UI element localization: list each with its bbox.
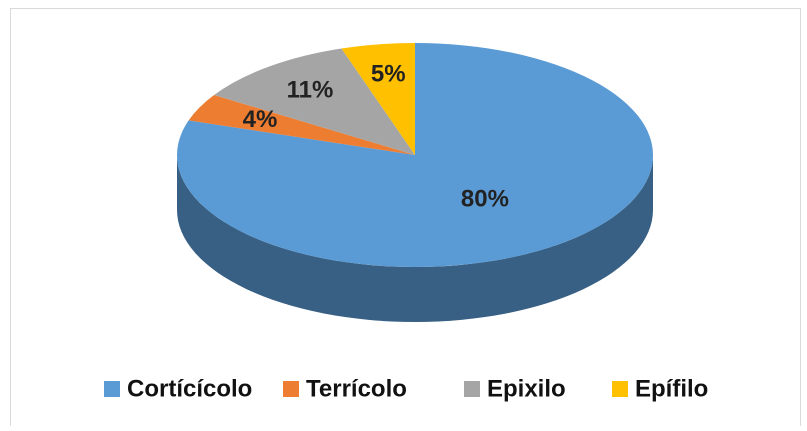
data-label: 4% — [243, 106, 278, 133]
data-label: 80% — [461, 186, 509, 213]
legend-swatch — [464, 381, 480, 397]
pie-slice — [214, 48, 415, 155]
pie-slice — [177, 43, 654, 267]
data-label: 11% — [287, 77, 334, 104]
pie-slice — [341, 43, 415, 155]
legend-swatch — [104, 381, 120, 397]
legend-label: Terrícolo — [306, 375, 407, 402]
legend-label: Cortícícolo — [127, 375, 252, 402]
data-label: 5% — [371, 61, 406, 88]
pie-slice — [188, 94, 415, 155]
legend-label: Epífilo — [635, 375, 708, 402]
legend-swatch — [283, 381, 299, 397]
legend-swatch — [612, 381, 628, 397]
pie-wall — [177, 155, 653, 322]
legend-label: Epixilo — [487, 375, 566, 402]
